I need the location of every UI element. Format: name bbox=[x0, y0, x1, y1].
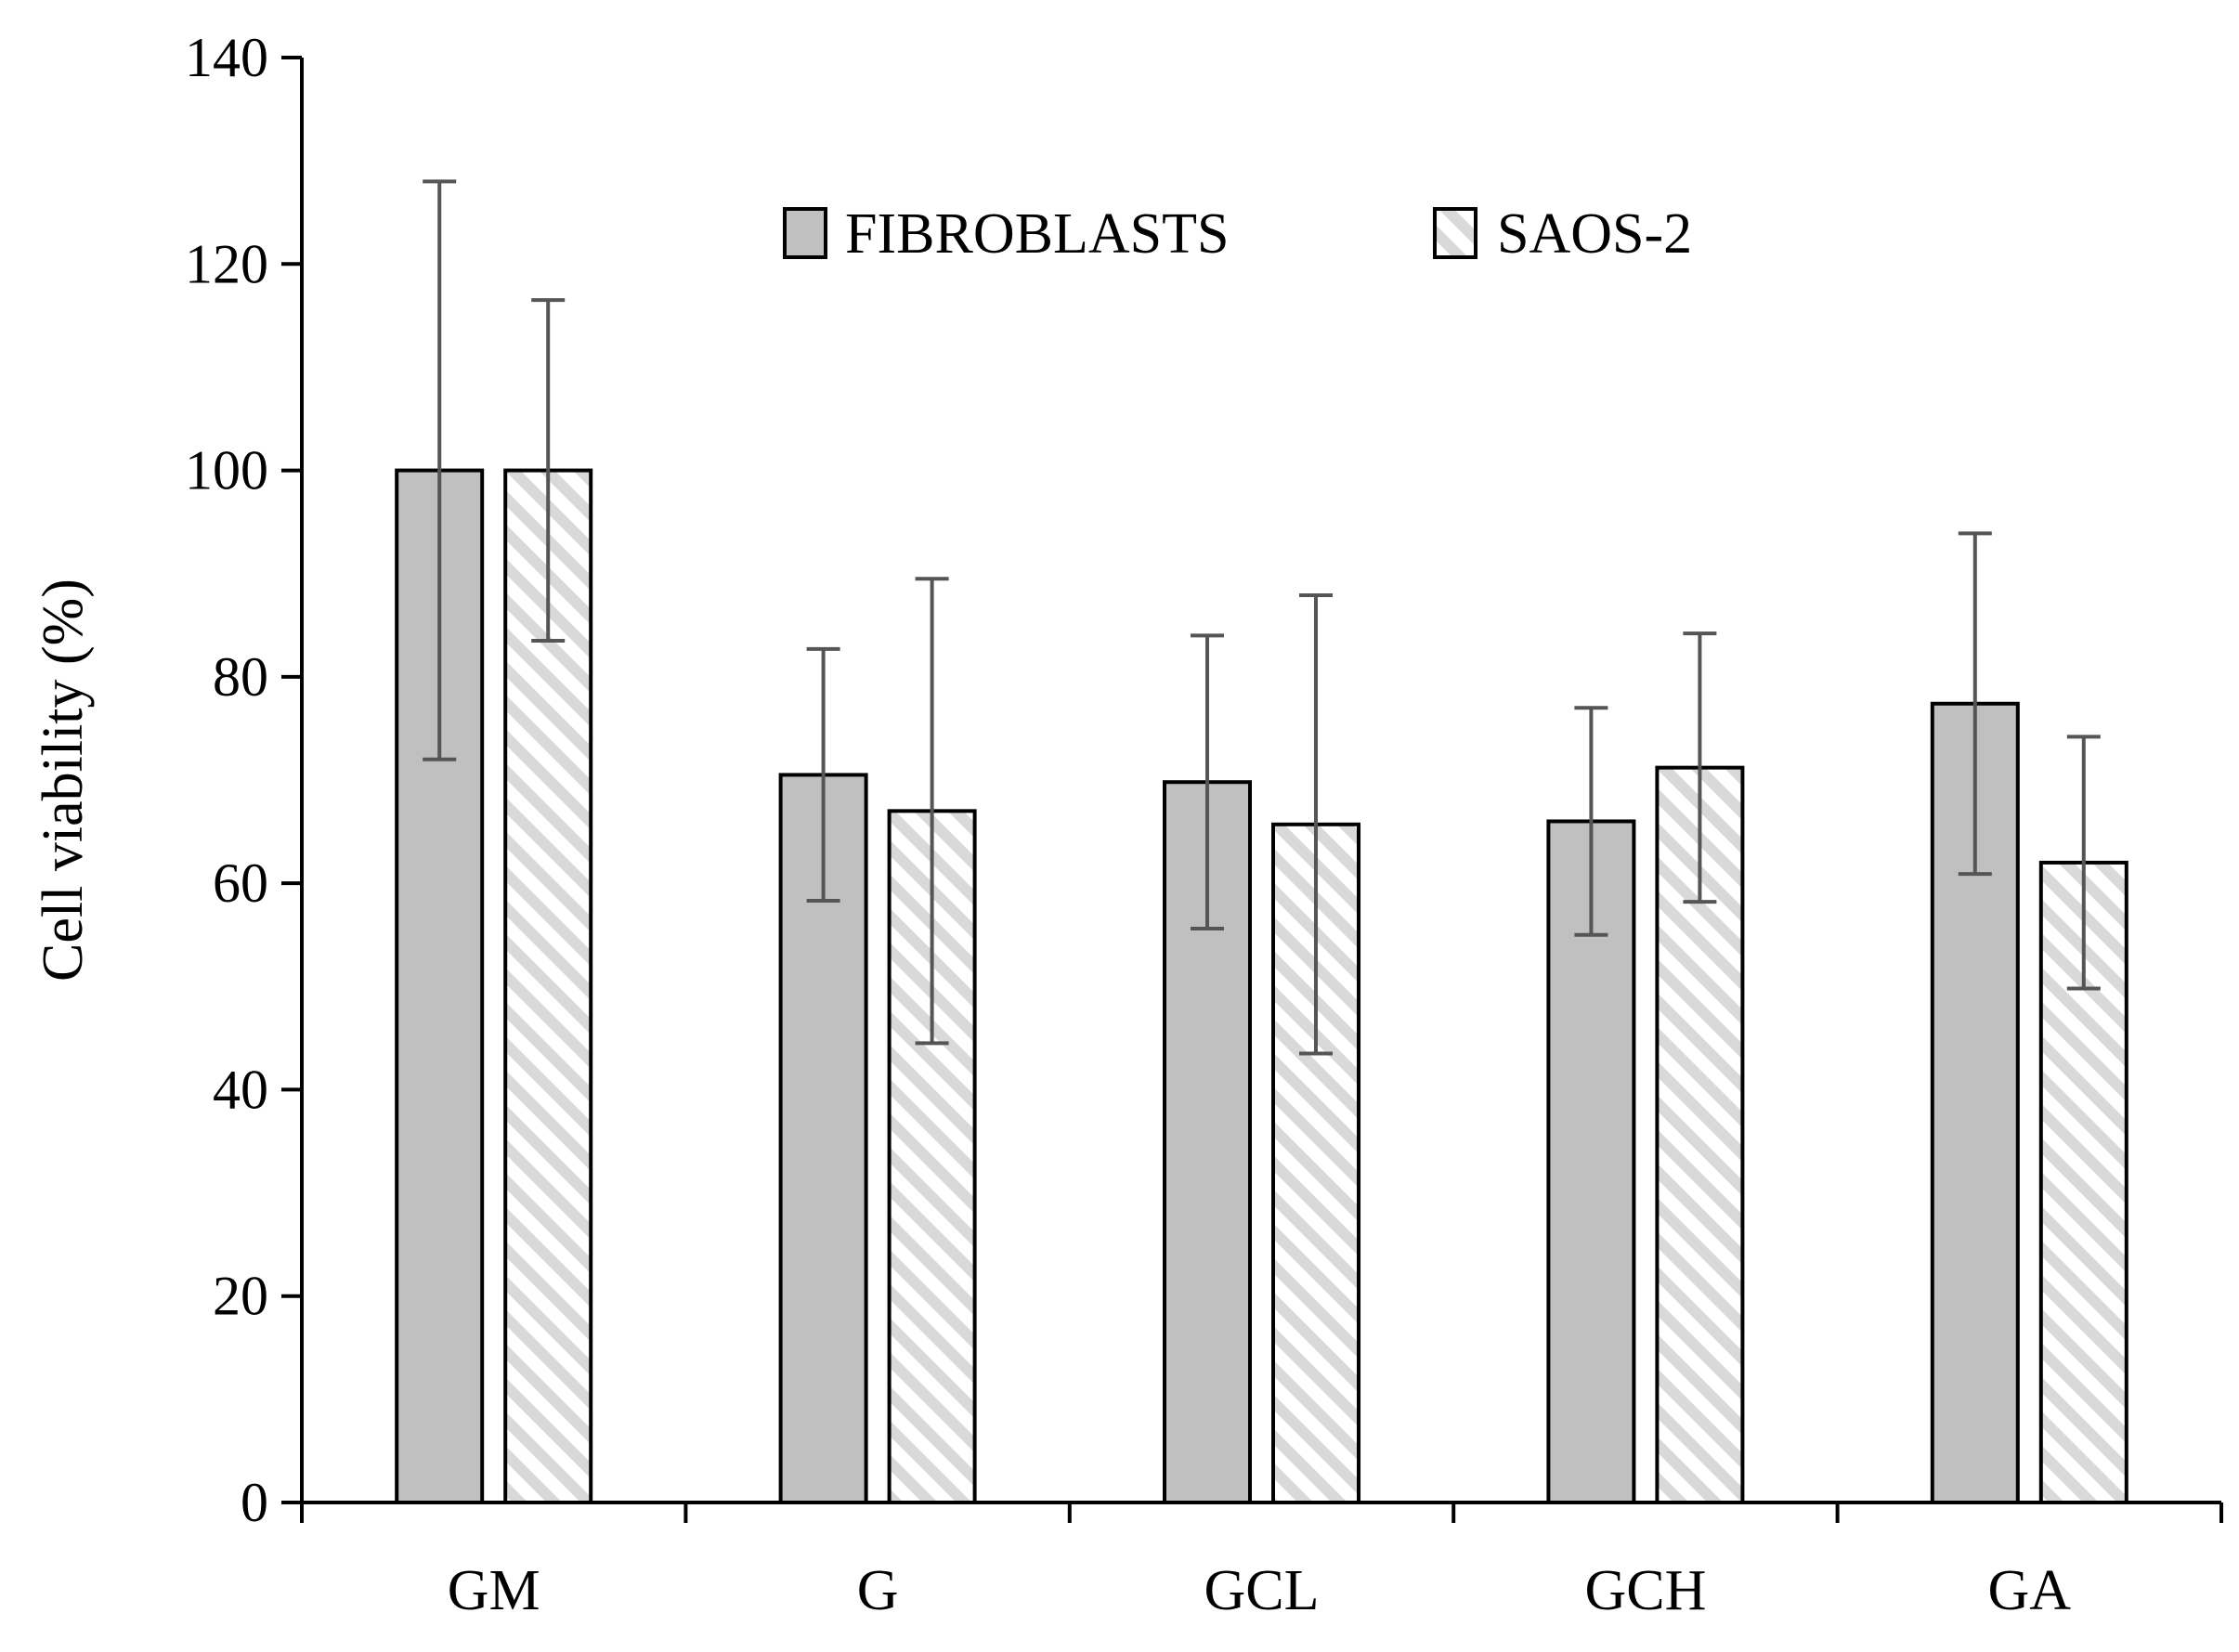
y-tick-label: 0 bbox=[241, 1472, 268, 1533]
y-tick-label: 140 bbox=[185, 27, 268, 88]
category-label-gm: GM bbox=[448, 1559, 540, 1622]
error-bar-g-fibroblasts bbox=[806, 646, 840, 904]
legend-swatch-fibroblasts bbox=[783, 207, 827, 259]
bars bbox=[395, 468, 2128, 1505]
error-bar-gm-saos2 bbox=[531, 298, 566, 643]
legend-label-fibroblasts: FIBROBLASTS bbox=[845, 202, 1229, 266]
error-bar-ga-fibroblasts bbox=[1958, 531, 1992, 877]
y-tick-label: 60 bbox=[213, 852, 268, 914]
error-bar-gm-fibroblasts bbox=[423, 179, 457, 761]
error-bar-ga-saos2 bbox=[2066, 735, 2101, 991]
category-label-g: G bbox=[857, 1559, 899, 1622]
legend-swatch-saos2 bbox=[1433, 207, 1477, 259]
error-bars bbox=[423, 179, 2101, 1056]
category-labels: GM G GCL GCH GA bbox=[448, 1559, 2072, 1622]
legend-label-saos2: SAOS-2 bbox=[1497, 202, 1692, 266]
bar-g-fibroblasts bbox=[778, 773, 868, 1504]
y-tick-label: 80 bbox=[213, 646, 268, 708]
error-bar-g-saos2 bbox=[915, 577, 949, 1046]
y-tick-label: 40 bbox=[213, 1059, 268, 1120]
y-tick-label: 20 bbox=[213, 1266, 268, 1327]
x-axis-ticks bbox=[300, 1502, 2223, 1523]
legend: FIBROBLASTS SAOS-2 bbox=[783, 202, 1692, 266]
category-label-gcl: GCL bbox=[1204, 1559, 1320, 1622]
category-label-ga: GA bbox=[1988, 1559, 2072, 1622]
category-label-gch: GCH bbox=[1584, 1559, 1706, 1622]
y-tick-label: 100 bbox=[185, 440, 268, 501]
error-bar-gcl-saos2 bbox=[1299, 593, 1333, 1056]
error-bar-gcl-fibroblasts bbox=[1191, 633, 1224, 931]
error-bar-gch-fibroblasts bbox=[1574, 706, 1608, 937]
y-tick-label: 120 bbox=[185, 233, 268, 294]
y-axis-title: Cell viability (%) bbox=[32, 579, 95, 982]
error-bar-gch-saos2 bbox=[1683, 631, 1717, 904]
y-axis-ticks: 0 20 40 60 80 100 120 140 bbox=[185, 27, 302, 1533]
